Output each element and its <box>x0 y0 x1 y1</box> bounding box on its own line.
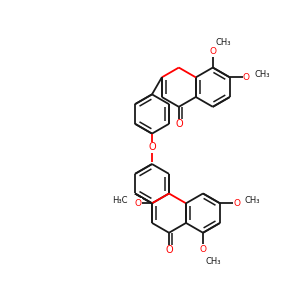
Text: CH₃: CH₃ <box>216 38 231 46</box>
Text: O: O <box>233 199 240 208</box>
Text: O: O <box>148 142 156 152</box>
Text: O: O <box>200 245 206 254</box>
Text: O: O <box>175 119 183 130</box>
Text: O: O <box>209 47 216 56</box>
Text: O: O <box>135 199 142 208</box>
Text: O: O <box>165 245 173 255</box>
Text: CH₃: CH₃ <box>206 257 221 266</box>
Text: CH₃: CH₃ <box>244 196 260 205</box>
Text: H₃C: H₃C <box>112 196 128 205</box>
Text: CH₃: CH₃ <box>254 70 270 79</box>
Text: O: O <box>243 73 250 82</box>
